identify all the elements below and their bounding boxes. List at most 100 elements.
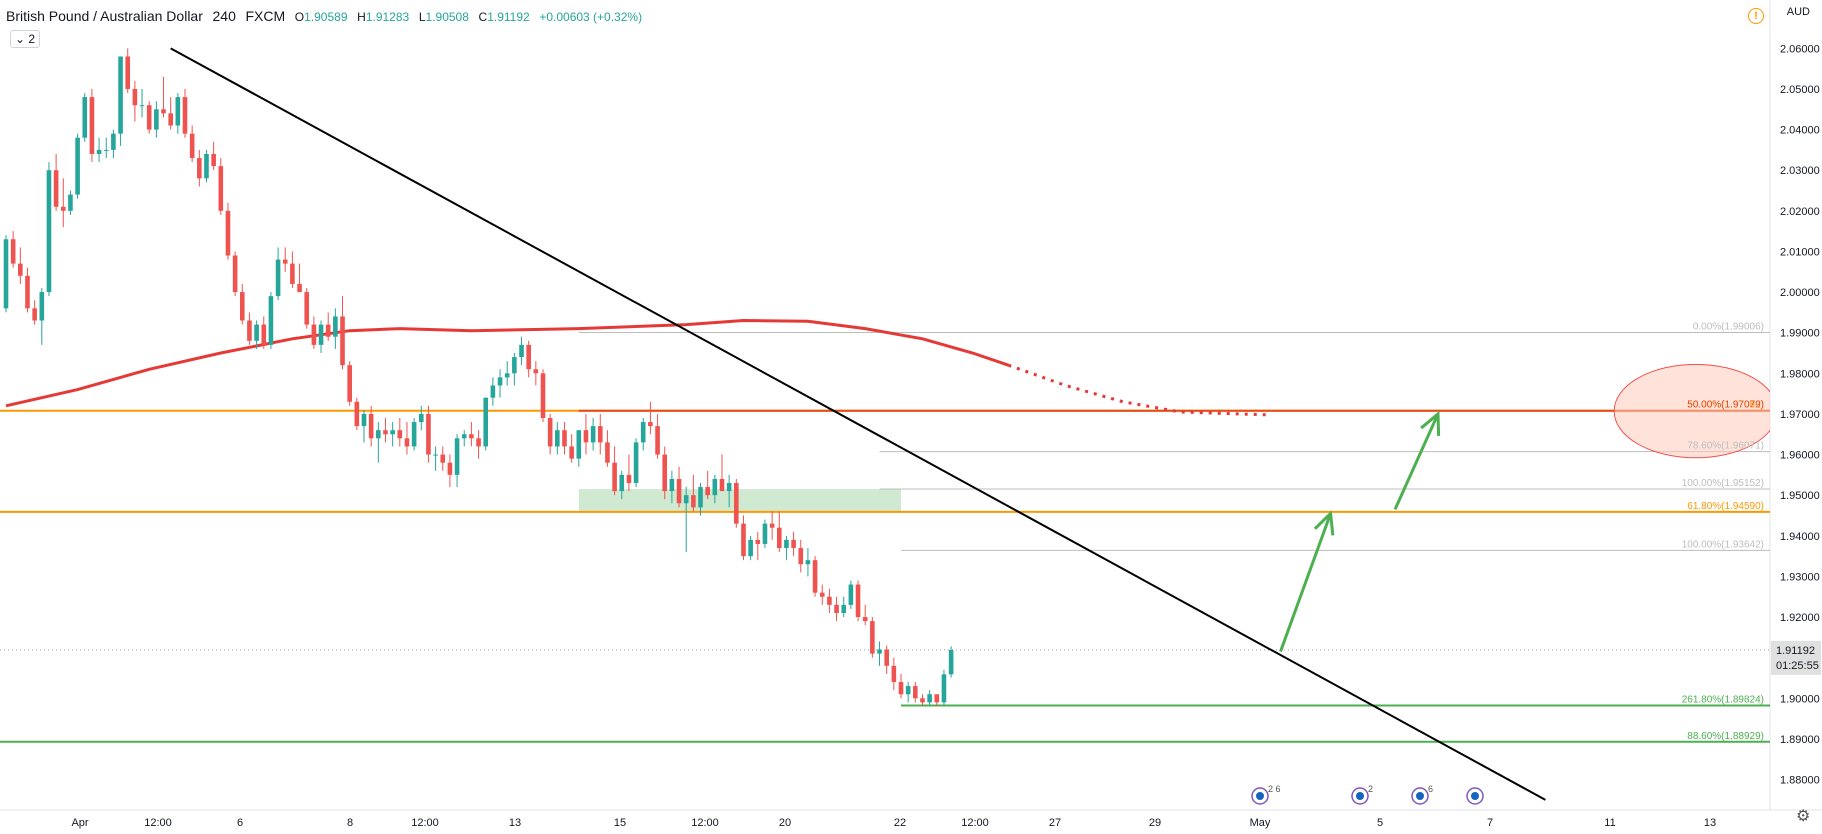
candle-body [827, 596, 832, 605]
last-price-box [1771, 640, 1821, 675]
candle-body [927, 694, 932, 703]
candle [590, 418, 596, 451]
event-flag-dot [1471, 792, 1479, 800]
candle-body [941, 674, 947, 703]
candle-body [562, 430, 567, 447]
candle-body [247, 320, 252, 341]
candle-body [741, 523, 746, 557]
candle-body [605, 442, 610, 463]
candle-body [89, 97, 95, 154]
projection-arrow-head [1313, 510, 1335, 536]
collapse-indicators-button[interactable]: ⌄ 2 [10, 30, 41, 48]
downtrend-line [170, 47, 1546, 801]
price-tick-label: 1.99000 [1780, 328, 1820, 340]
candle-body [168, 113, 173, 126]
candle-body [683, 495, 689, 504]
candle-body [590, 426, 596, 443]
candle [204, 149, 209, 183]
candle-body [46, 170, 52, 293]
candle-body [920, 698, 925, 703]
candle-body [633, 442, 639, 483]
plot-area: 0.00%(1.99006) 50.00%(1.97082)50.00%(1.97… [0, 47, 1770, 801]
candle-body [282, 259, 288, 264]
candle-body [784, 539, 789, 548]
candle [812, 556, 818, 597]
candle [125, 48, 131, 94]
candle-body [440, 454, 446, 463]
candle-body [175, 97, 181, 126]
candle [712, 474, 718, 504]
time-tick-label: 12:00 [691, 817, 719, 829]
candle [920, 694, 925, 706]
candle [583, 413, 589, 455]
candle-body [819, 592, 825, 597]
candle-body [75, 137, 80, 195]
candle [762, 519, 768, 548]
time-tick-label: 8 [347, 817, 353, 829]
price-tick-label: 1.96000 [1780, 450, 1820, 462]
candle [139, 88, 145, 118]
candle [89, 88, 95, 163]
fib-level-label: 50.00%(1.97082) [1687, 400, 1764, 411]
fib-level-label: 0.00%(1.99006) [1693, 321, 1764, 332]
time-tick-label: 11 [1604, 817, 1615, 829]
symbol-title[interactable]: British Pound / Australian Dollar [6, 8, 203, 24]
candle-body [461, 434, 467, 439]
candle [519, 336, 524, 366]
candle-body [426, 413, 431, 455]
candle [454, 434, 460, 488]
price-tick-label: 2.05000 [1780, 84, 1820, 96]
candle-body [948, 649, 954, 675]
candle-body [776, 527, 782, 548]
candle [748, 535, 753, 561]
candle [118, 56, 123, 146]
price-tick-label: 1.95000 [1780, 490, 1820, 502]
candle [182, 88, 188, 138]
candle [18, 247, 23, 284]
candle-body [197, 158, 202, 179]
candle [769, 511, 775, 540]
candle [862, 604, 868, 626]
candle [848, 580, 854, 609]
candle-body [376, 430, 381, 439]
target-circle [1613, 363, 1770, 459]
candle-body [891, 665, 897, 683]
candle-body [304, 292, 310, 325]
event-flag-dot [1356, 792, 1364, 800]
candle-body [154, 109, 159, 130]
candle-body [10, 239, 16, 264]
currency-label: AUD [1786, 6, 1810, 18]
countdown-label: 01:25:55 [1776, 660, 1819, 672]
candle [934, 694, 940, 707]
ohlc-open: O1.90589 [294, 10, 348, 24]
time-tick-label: 12:00 [961, 817, 989, 829]
gear-icon[interactable]: ⚙ [1796, 808, 1811, 825]
candle [168, 97, 173, 130]
candle [146, 101, 152, 134]
interval-label[interactable]: 240 [212, 8, 236, 24]
candle [25, 267, 30, 313]
event-flag-icon[interactable]: 2 [1351, 784, 1373, 805]
candle-body [669, 478, 675, 492]
candle-body [411, 422, 417, 447]
candle-body [454, 438, 460, 475]
event-flag-icon[interactable]: 6 [1411, 784, 1433, 805]
candle-body [433, 454, 438, 456]
candle-body [705, 487, 710, 496]
candle-body [648, 422, 653, 427]
price-tick-label: 1.97000 [1780, 409, 1820, 421]
candle-body [297, 283, 302, 293]
candle-body [519, 344, 524, 358]
candle [705, 470, 710, 500]
projection-arrow [1279, 512, 1333, 653]
candle-body [734, 482, 739, 524]
candle [103, 137, 109, 159]
fib-level-label: 61.80%(1.94590) [1687, 501, 1764, 512]
candle [576, 430, 582, 467]
event-flag-icon[interactable]: 2 6 [1251, 784, 1281, 805]
candle [39, 288, 45, 345]
event-flag-icon[interactable] [1466, 787, 1484, 805]
warning-icon[interactable]: ! [1748, 8, 1764, 24]
candle-body [383, 430, 388, 435]
